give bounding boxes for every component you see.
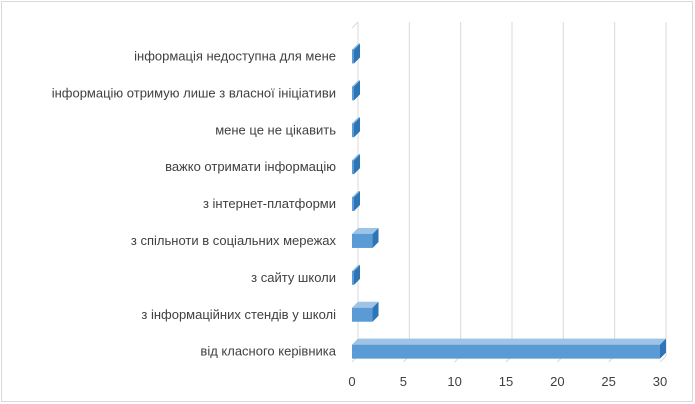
- bar: [352, 301, 379, 322]
- category-label: з спільноти в соціальних мережах: [131, 233, 337, 248]
- bar-top-face: [352, 154, 360, 161]
- bar-top-face: [352, 227, 379, 234]
- bar-front-face: [352, 197, 354, 212]
- gridlines: [351, 21, 667, 363]
- bar: [352, 264, 360, 285]
- bar-front-face: [352, 233, 373, 248]
- bar-side-face: [354, 43, 360, 64]
- bar-top-face: [352, 117, 360, 124]
- bar: [352, 338, 666, 359]
- bar-side-face: [354, 191, 360, 212]
- bar-front-face: [352, 49, 354, 64]
- bar-front-face: [352, 270, 354, 285]
- wall-edge: [351, 21, 359, 29]
- x-tick-label: 5: [400, 374, 407, 389]
- x-tick-label: 20: [550, 374, 564, 389]
- category-label: важко отримати інформацію: [165, 159, 336, 174]
- x-tick-labels: 0 5 10 15 20 25 30: [348, 374, 667, 389]
- bar-top-face: [352, 301, 379, 308]
- bar-front-face: [352, 123, 354, 138]
- bar-front-face: [352, 86, 354, 101]
- category-label: від класного керівника: [200, 344, 336, 359]
- bar-top-face: [352, 338, 666, 345]
- x-tick-label: 30: [653, 374, 667, 389]
- bar-front-face: [352, 344, 660, 359]
- bar-top-face: [352, 264, 360, 271]
- bar-side-face: [372, 227, 379, 248]
- x-tick-label: 25: [601, 374, 615, 389]
- bar: [352, 80, 360, 101]
- bar-front-face: [352, 160, 354, 175]
- x-tick-label: 0: [348, 374, 355, 389]
- category-label: мене це не цікавить: [215, 122, 336, 137]
- bar-side-face: [354, 154, 360, 175]
- category-label: з інтернет-платформи: [203, 196, 336, 211]
- category-label: з інформаційних стендів у школі: [141, 307, 336, 322]
- bar: [352, 117, 360, 138]
- bar-side-face: [354, 80, 360, 101]
- bar-top-face: [352, 80, 360, 87]
- bars: [352, 43, 666, 359]
- bar-side-face: [354, 264, 360, 285]
- category-label: інформацію отримую лише з власної ініціа…: [52, 85, 336, 100]
- bar-front-face: [352, 307, 373, 322]
- gridline-floor: [659, 355, 667, 363]
- bar: [352, 43, 360, 64]
- category-label: з сайту школи: [251, 270, 336, 285]
- bar: [352, 154, 360, 175]
- bar-top-face: [352, 43, 360, 50]
- bar-top-face: [352, 191, 360, 198]
- x-tick-label: 15: [499, 374, 513, 389]
- bar-side-face: [372, 301, 379, 322]
- category-labels: інформація недоступна для мене інформацію…: [52, 48, 337, 358]
- category-label: інформація недоступна для мене: [134, 48, 336, 63]
- bar: [352, 191, 360, 212]
- bar-side-face: [354, 117, 360, 138]
- bar-side-face: [660, 338, 666, 359]
- bar: [352, 227, 379, 248]
- x-tick-label: 10: [447, 374, 461, 389]
